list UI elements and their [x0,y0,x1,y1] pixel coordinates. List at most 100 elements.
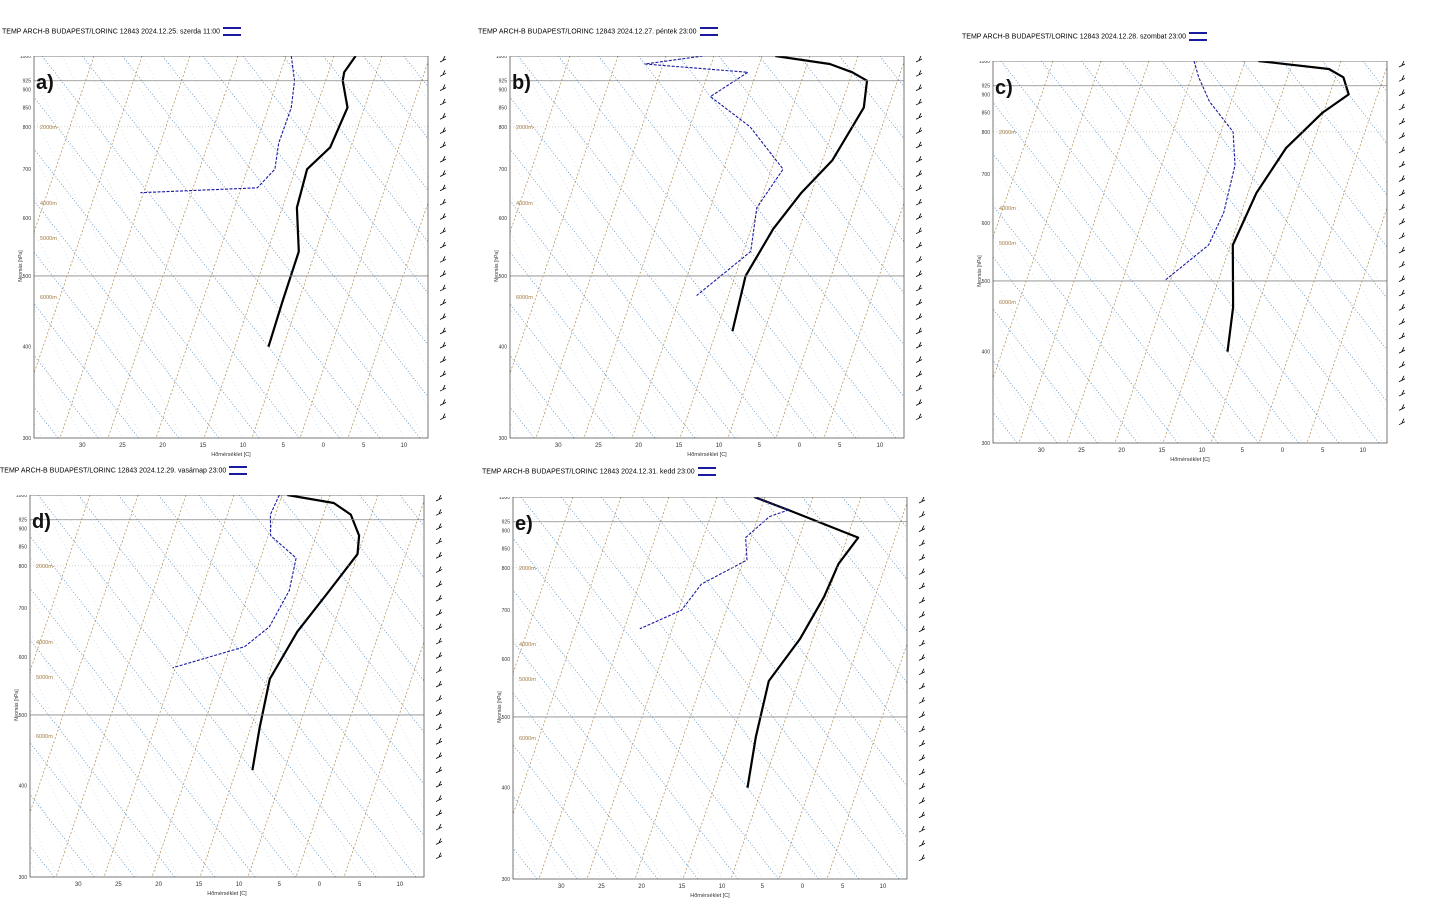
x-tick-label: 5 [1321,448,1325,454]
wind-barb [439,141,447,149]
wind-barb [435,738,443,745]
wind-barb [1398,160,1406,168]
y-tick-label: 700 [982,172,991,178]
isotherm-line [510,251,655,438]
x-axis-label: Hőmérséklet [C] [207,891,247,897]
dry-adiabat-line [151,495,283,877]
wind-barb [435,680,443,688]
y-tick-label: 800 [499,125,508,131]
wind-barb [439,270,447,277]
wind-barb [915,113,923,120]
wind-barb [439,370,447,378]
dry-adiabat-line [538,497,670,879]
x-tick-label: 10 [719,884,726,890]
wind-barb [435,537,443,545]
height-label: 2000m [516,125,533,131]
x-tick-label: 15 [679,884,686,890]
mixing-ratio-line [513,595,662,879]
wind-barb [918,782,926,790]
mixing-ratio-line [510,193,639,438]
x-tick-label: 25 [595,443,602,449]
x-tick-label: 5 [278,882,282,888]
isotherm-line [34,303,139,438]
mixing-ratio-line [262,56,428,370]
x-tick-label: 5 [358,882,362,888]
dry-adiabat-line [107,56,239,438]
mixing-ratio-line [510,269,599,438]
x-tick-label: 0 [798,443,802,449]
isotherm-line [30,639,216,877]
dry-adiabat-line [679,56,811,438]
isotherm-line [1322,61,1387,145]
height-label: 4000m [999,206,1016,212]
isotherm-line [279,495,424,682]
dry-adiabat-line [299,60,428,438]
y-tick-label: 300 [23,436,32,442]
wind-barb [1398,218,1406,225]
wind-barb [435,609,443,616]
dry-adiabat-line [347,201,428,438]
mixing-ratio-line [993,236,1102,443]
mixing-ratio-line [1382,61,1387,70]
x-axis-label: Hőmérséklet [C] [687,452,727,458]
wind-barb [915,213,923,220]
wind-barb [1398,189,1406,197]
isotherm-line [558,56,856,438]
dry-adiabat-line [247,495,379,877]
mixing-ratio-line [513,710,602,879]
wind-barb [918,668,926,676]
wind-barb [439,127,447,134]
isotherm-line [490,56,494,438]
x-tick-label: 10 [1199,448,1206,454]
isotherm-line [973,61,977,443]
x-tick-label: 20 [635,443,642,449]
mixing-ratio-line [1242,61,1387,337]
x-tick-label: 30 [555,443,562,449]
plot-frame [33,56,429,439]
isotherm-line [678,56,904,346]
wind-barb [918,525,926,532]
y-tick-label: 850 [19,545,28,551]
x-tick-label: 15 [196,882,203,888]
x-tick-label: 10 [877,443,884,449]
wind-barb [915,370,923,378]
mixing-ratio-line [30,746,99,877]
wind-barb [435,723,443,731]
wind-barb [439,227,447,235]
mixing-ratio-line [343,56,428,217]
wind-barb [918,625,926,633]
wind-barb [439,113,447,120]
mixing-ratio-line [822,497,907,658]
mixing-ratio-line [799,56,904,256]
y-tick-label: 800 [23,125,32,131]
dry-adiabat-line [30,495,139,814]
wind-barb [439,299,447,306]
wind-barb [439,56,447,63]
wind-barb [439,84,447,91]
isotherm-line [802,497,907,632]
y-tick-label: 900 [19,526,28,532]
wind-barb [915,198,923,206]
y-tick-label: 1000 [979,61,990,65]
wind-barb [1398,118,1406,125]
isotherm-line [513,589,739,879]
wind-barb [915,284,923,292]
wind-barb [918,682,926,690]
mixing-ratio-line [30,823,59,877]
wind-barb [915,127,923,134]
wind-barb [915,98,923,106]
dewpoint-profile [639,497,789,630]
x-tick-label: 5 [841,884,845,890]
wind-barb [915,141,923,149]
isotherm-line [601,497,900,879]
isotherm-line [34,251,179,438]
wind-barb [435,594,443,602]
y-tick-label: 600 [982,221,991,227]
wind-barb [439,341,447,349]
wind-barb [435,809,443,817]
x-tick-label: 30 [79,443,86,449]
y-tick-label: 700 [23,167,32,173]
mixing-ratio-line [34,307,103,438]
wind-barb [915,184,923,192]
wind-barb [439,399,447,406]
